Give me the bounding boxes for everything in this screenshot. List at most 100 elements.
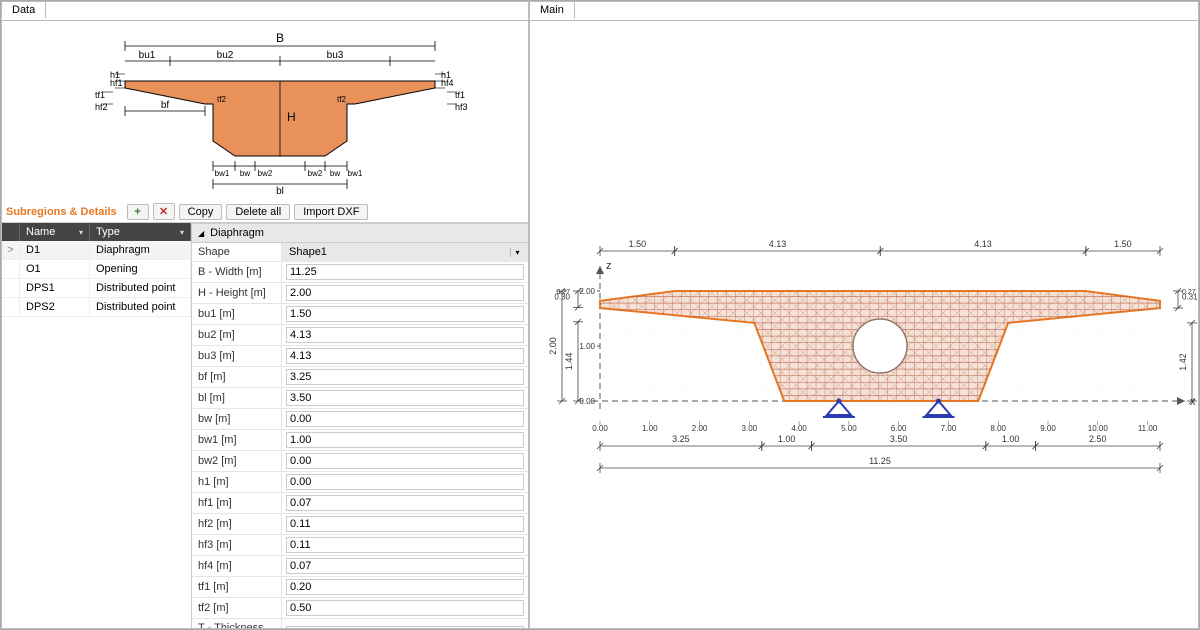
chevron-down-icon: ▾ <box>510 248 524 257</box>
prop-input[interactable] <box>286 474 524 490</box>
prop-input[interactable] <box>286 495 524 511</box>
svg-text:hf2: hf2 <box>95 102 108 112</box>
import-dxf-button[interactable]: Import DXF <box>294 204 368 220</box>
subregions-toolbar: Subregions & Details + ✕ Copy Delete all… <box>2 201 528 222</box>
table-row[interactable]: DPS2Distributed point <box>2 298 191 317</box>
prop-input[interactable] <box>286 327 524 343</box>
delete-button[interactable]: ✕ <box>153 203 175 220</box>
svg-text:9.00: 9.00 <box>1040 424 1056 433</box>
prop-label: bw2 [m] <box>192 451 282 471</box>
svg-text:tf1: tf1 <box>95 90 105 100</box>
main-panel-tab[interactable]: Main <box>529 1 575 19</box>
grid-header: Name▾ Type▾ <box>2 223 191 241</box>
svg-text:bf: bf <box>161 100 170 111</box>
svg-text:1.00: 1.00 <box>1002 434 1020 444</box>
subregions-grid[interactable]: Name▾ Type▾ >D1DiaphragmO1OpeningDPS1Dis… <box>2 223 192 628</box>
prop-input[interactable] <box>286 579 524 595</box>
shape-combo[interactable]: Shape1 ▾ <box>282 243 528 261</box>
prop-label: hf3 [m] <box>192 535 282 555</box>
filter-icon[interactable]: ▾ <box>180 228 184 237</box>
svg-text:2.00: 2.00 <box>692 424 708 433</box>
copy-button[interactable]: Copy <box>179 204 223 220</box>
svg-text:4.13: 4.13 <box>974 239 992 249</box>
main-viewport[interactable]: xz2.001.000.000.001.002.003.004.005.006.… <box>530 21 1198 628</box>
prop-input[interactable] <box>286 369 524 385</box>
svg-text:B: B <box>276 31 284 45</box>
svg-text:tf1: tf1 <box>455 90 465 100</box>
prop-label: H - Height [m] <box>192 283 282 303</box>
svg-text:0.00: 0.00 <box>592 424 608 433</box>
svg-text:bw: bw <box>240 169 250 178</box>
prop-label: bw [m] <box>192 409 282 429</box>
svg-text:hf4: hf4 <box>441 78 454 88</box>
svg-text:bw1: bw1 <box>348 169 363 178</box>
svg-text:1.44: 1.44 <box>564 353 574 371</box>
prop-label: tf1 [m] <box>192 577 282 597</box>
svg-text:1.42: 1.42 <box>1178 353 1188 371</box>
collapse-icon: ◢ <box>198 229 204 238</box>
prop-input[interactable] <box>286 285 524 301</box>
svg-text:3.00: 3.00 <box>742 424 758 433</box>
app-root: Data B <box>0 0 1200 630</box>
prop-label: bu3 [m] <box>192 346 282 366</box>
prop-label: bf [m] <box>192 367 282 387</box>
property-grid[interactable]: ◢ Diaphragm Shape Shape1 ▾ B - Width [m]… <box>192 223 528 628</box>
svg-text:hf1: hf1 <box>110 78 123 88</box>
svg-text:6.00: 6.00 <box>891 424 907 433</box>
svg-text:3.25: 3.25 <box>672 434 690 444</box>
prop-input[interactable] <box>286 390 524 406</box>
subregions-title: Subregions & Details <box>6 206 117 218</box>
prop-input[interactable] <box>286 348 524 364</box>
prop-input[interactable] <box>286 432 524 448</box>
svg-text:2.00: 2.00 <box>579 287 595 296</box>
prop-input[interactable] <box>286 453 524 469</box>
svg-text:1.00: 1.00 <box>642 424 658 433</box>
svg-text:0.27: 0.27 <box>1182 289 1196 296</box>
svg-text:10.00: 10.00 <box>1088 424 1109 433</box>
prop-input[interactable] <box>286 626 524 628</box>
svg-text:4.13: 4.13 <box>769 239 787 249</box>
svg-text:H: H <box>287 110 296 124</box>
prop-label: T - Thickness [m] <box>192 619 282 628</box>
prop-input[interactable] <box>286 306 524 322</box>
prop-label: bl [m] <box>192 388 282 408</box>
svg-text:bw1: bw1 <box>215 169 230 178</box>
svg-text:1.50: 1.50 <box>1114 239 1132 249</box>
svg-text:3.50: 3.50 <box>890 434 908 444</box>
filter-icon[interactable]: ▾ <box>79 228 83 237</box>
prop-label: bu2 [m] <box>192 325 282 345</box>
svg-text:bw2: bw2 <box>308 169 323 178</box>
prop-input[interactable] <box>286 558 524 574</box>
delete-all-button[interactable]: Delete all <box>226 204 290 220</box>
prop-label: hf2 [m] <box>192 514 282 534</box>
prop-label: bw1 [m] <box>192 430 282 450</box>
prop-input[interactable] <box>286 537 524 553</box>
svg-text:0.00: 0.00 <box>579 397 595 406</box>
prop-input[interactable] <box>286 264 524 280</box>
svg-text:2.00: 2.00 <box>548 337 558 355</box>
svg-text:bl: bl <box>276 186 284 196</box>
prop-label: hf1 [m] <box>192 493 282 513</box>
table-row[interactable]: DPS1Distributed point <box>2 279 191 298</box>
svg-text:bu1: bu1 <box>139 50 156 61</box>
table-row[interactable]: O1Opening <box>2 260 191 279</box>
prop-input[interactable] <box>286 411 524 427</box>
svg-text:z: z <box>606 260 612 272</box>
prop-label: tf2 [m] <box>192 598 282 618</box>
prop-label: hf4 [m] <box>192 556 282 576</box>
data-panel-tab[interactable]: Data <box>1 1 46 19</box>
prop-label: h1 [m] <box>192 472 282 492</box>
prop-input[interactable] <box>286 600 524 616</box>
prop-label: B - Width [m] <box>192 262 282 282</box>
svg-text:1.00: 1.00 <box>579 342 595 351</box>
prop-label: Shape <box>192 243 282 261</box>
group-diaphragm[interactable]: ◢ Diaphragm <box>192 223 528 243</box>
svg-text:1.50: 1.50 <box>629 239 647 249</box>
add-button[interactable]: + <box>127 204 149 220</box>
svg-text:2.50: 2.50 <box>1089 434 1107 444</box>
cross-section-schematic: B bu1 bu2 bu3 H <box>2 21 528 201</box>
svg-text:4.00: 4.00 <box>791 424 807 433</box>
prop-input[interactable] <box>286 516 524 532</box>
table-row[interactable]: >D1Diaphragm <box>2 241 191 260</box>
svg-text:7.00: 7.00 <box>941 424 957 433</box>
